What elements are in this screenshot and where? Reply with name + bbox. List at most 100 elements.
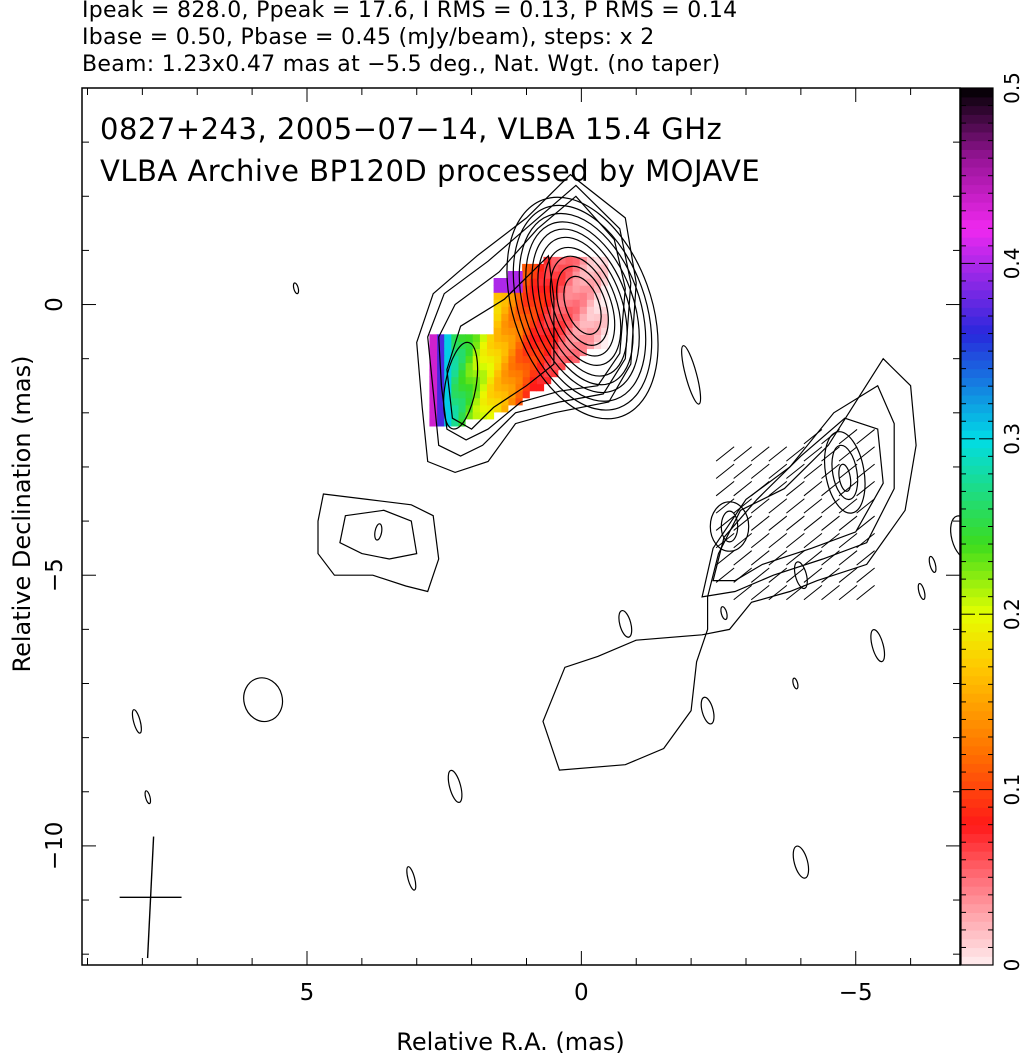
pol-pixel	[493, 341, 502, 350]
pol-pixel	[557, 327, 566, 335]
pol-pixel	[529, 383, 537, 392]
pol-pixel	[486, 404, 495, 413]
pol-pixel	[557, 271, 566, 279]
pol-pixel	[564, 313, 573, 321]
colorbar-band	[961, 850, 993, 861]
pol-pixel	[515, 362, 523, 371]
colorbar-band	[961, 535, 993, 545]
colorbar-band	[961, 596, 993, 607]
pol-pixel	[536, 271, 545, 279]
pol-pixel	[436, 383, 445, 392]
noise-contour	[928, 555, 937, 573]
evpa-vector	[838, 550, 858, 566]
pol-pixel	[507, 376, 516, 385]
pol-pixel	[486, 397, 495, 406]
colorbar-band	[961, 166, 993, 177]
evpa-vector	[750, 463, 770, 479]
colorbar-band	[961, 280, 993, 291]
evpa-vector	[838, 481, 858, 497]
colorbar-band	[961, 745, 993, 756]
pol-pixel	[472, 376, 480, 385]
colorbar-band	[961, 526, 993, 536]
pol-pixel	[507, 285, 516, 293]
pol-pixel	[457, 404, 466, 413]
pol-pixel	[515, 397, 523, 406]
evpa-vector	[733, 550, 753, 566]
colorbar-tick-label: 0.5	[1000, 72, 1021, 104]
pol-pixel	[536, 327, 545, 335]
pol-pixel	[507, 390, 516, 399]
colorbar-band	[961, 561, 993, 571]
pol-pixel	[450, 411, 459, 420]
evpa-vector	[803, 481, 823, 497]
pol-pixel	[493, 327, 502, 335]
evpa-vector	[733, 567, 753, 583]
evpa-vector	[786, 498, 805, 514]
evpa-vector	[733, 481, 753, 497]
evpa-vector	[786, 567, 805, 583]
pol-pixel	[550, 271, 559, 279]
pol-pixel	[457, 355, 466, 364]
evpa-vector	[821, 429, 840, 445]
pol-pixel	[522, 341, 530, 350]
pol-pixel	[429, 334, 438, 342]
pol-pixel	[443, 383, 452, 392]
pol-pixel	[522, 334, 530, 342]
pol-pixel	[443, 348, 452, 357]
pol-pixel	[486, 390, 495, 399]
colorbar-band	[961, 754, 993, 764]
pol-pixel	[507, 313, 516, 321]
evpa-vector	[768, 584, 788, 601]
pol-pixel	[493, 390, 502, 399]
pol-pixel	[443, 334, 452, 342]
pol-pixel	[493, 306, 502, 314]
pol-pixel	[586, 256, 594, 265]
outer-lobe-2	[701, 384, 895, 598]
pol-pixel	[486, 383, 495, 392]
pol-pixel	[450, 418, 459, 427]
pol-pixel	[429, 348, 438, 357]
outer-knot-contour	[709, 501, 750, 552]
evpa-vector	[803, 429, 823, 445]
colorbar-band	[961, 465, 993, 475]
colorbar-band	[961, 622, 993, 633]
pol-pixel	[500, 313, 509, 321]
colorbar-band	[961, 807, 993, 817]
noise-contour	[144, 790, 152, 805]
header-line-3: Beam: 1.23x0.47 mas at −5.5 deg., Nat. W…	[82, 52, 721, 77]
pol-pixel	[557, 263, 566, 272]
pol-pixel	[529, 341, 537, 350]
pol-pixel	[450, 383, 459, 392]
pol-pixel	[472, 362, 480, 371]
pol-pixel	[522, 320, 530, 328]
pol-pixel	[579, 327, 587, 335]
evpa-vector	[838, 567, 858, 583]
pol-pixel	[586, 334, 594, 342]
pol-pixel	[572, 341, 580, 350]
colorbar-band	[961, 359, 993, 370]
core-contour	[563, 275, 602, 335]
pol-pixel	[600, 278, 609, 286]
beam-marker	[119, 836, 182, 959]
pol-pixel	[543, 355, 552, 364]
evpa-vector	[715, 567, 735, 583]
pol-pixel	[507, 271, 516, 279]
colorbar-band	[961, 631, 993, 642]
pol-pixel	[536, 362, 545, 371]
pol-pixel	[450, 397, 459, 406]
pol-pixel	[500, 362, 509, 371]
pol-pixel	[457, 348, 466, 357]
pol-pixel	[465, 369, 473, 378]
pol-pixel	[529, 327, 537, 335]
pol-pixel	[564, 271, 573, 279]
pol-pixel	[564, 320, 573, 328]
pol-pixel	[507, 348, 516, 357]
pol-pixel	[457, 390, 466, 399]
pol-pixel	[507, 299, 516, 307]
colorbar-tick-label: 0	[1000, 959, 1021, 972]
pol-pixel	[557, 306, 566, 314]
pol-pixel	[586, 285, 594, 293]
x-tick-label: 5	[300, 980, 315, 1006]
pol-pixel	[572, 271, 580, 279]
pol-pixel	[529, 348, 537, 357]
